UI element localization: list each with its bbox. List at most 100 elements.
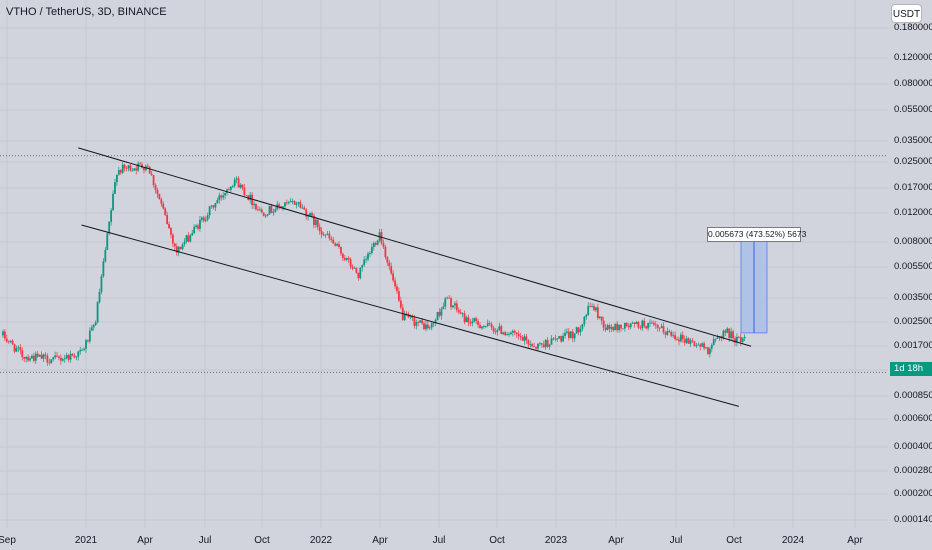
candle <box>683 335 686 346</box>
candle <box>125 166 128 172</box>
candle <box>13 343 16 354</box>
candle <box>222 192 225 200</box>
candle <box>133 168 136 171</box>
candle <box>36 350 39 358</box>
candle <box>216 197 219 204</box>
candle <box>357 272 360 281</box>
candle <box>137 161 140 173</box>
candle <box>463 310 466 325</box>
candle <box>92 323 95 331</box>
price-tick: 0.000400 <box>894 441 932 452</box>
candle <box>567 328 570 341</box>
candle <box>579 325 582 336</box>
candle <box>403 310 406 321</box>
price-tick: 0.005500 <box>894 261 932 272</box>
candle <box>558 335 561 339</box>
candle <box>135 165 138 175</box>
candle <box>116 174 118 186</box>
candle <box>229 186 232 193</box>
candle <box>591 303 593 308</box>
candle <box>415 319 418 330</box>
candle <box>32 352 35 363</box>
time-tick: 2023 <box>544 535 568 546</box>
candle <box>498 322 501 331</box>
candle <box>239 183 242 189</box>
candle <box>455 300 458 313</box>
candle <box>693 340 696 347</box>
candle <box>521 334 524 342</box>
candle <box>699 343 702 351</box>
candle <box>276 200 279 211</box>
candle <box>479 322 481 329</box>
candle <box>708 346 711 358</box>
candle <box>533 342 536 348</box>
candle <box>596 303 599 321</box>
candle <box>131 167 134 172</box>
candle <box>370 243 373 255</box>
currency-button[interactable]: USDT <box>891 4 922 23</box>
candle <box>726 327 729 334</box>
candle <box>102 258 105 278</box>
candle <box>187 231 190 243</box>
candle <box>452 305 454 309</box>
candle <box>104 247 107 263</box>
candle <box>268 205 271 215</box>
candle <box>674 331 677 341</box>
candle <box>662 322 665 335</box>
candle <box>106 231 109 251</box>
candle <box>482 324 485 329</box>
candle <box>664 330 667 339</box>
candle <box>737 335 740 339</box>
candle <box>349 257 352 270</box>
candle <box>42 353 45 363</box>
candle <box>233 177 236 188</box>
candle <box>25 356 28 363</box>
candle <box>200 216 203 223</box>
candle <box>69 350 72 363</box>
candle <box>598 316 601 320</box>
candle <box>386 256 389 266</box>
candle <box>519 332 522 341</box>
candle <box>166 211 169 225</box>
price-tick: 0.001700 <box>894 340 932 351</box>
candle <box>361 264 364 272</box>
candle <box>600 316 603 325</box>
candle <box>58 355 60 361</box>
candle <box>313 213 315 229</box>
candle <box>50 359 53 365</box>
candle <box>181 242 184 251</box>
candle <box>506 331 508 336</box>
price-range-measure[interactable] <box>740 233 768 334</box>
candle <box>46 353 49 366</box>
candle <box>156 187 159 198</box>
candle <box>571 328 574 342</box>
candle <box>291 198 294 205</box>
candle <box>446 296 449 300</box>
candle <box>428 325 431 330</box>
candle <box>274 207 277 213</box>
candle <box>77 350 80 361</box>
trendlines[interactable] <box>78 147 752 407</box>
candle <box>552 337 555 341</box>
candle <box>168 221 170 229</box>
price-tick: 0.055000 <box>894 104 932 115</box>
time-tick: Apr <box>137 535 153 546</box>
candle <box>363 256 366 267</box>
candle <box>681 331 684 343</box>
candle <box>454 301 456 310</box>
candle <box>353 266 356 269</box>
candle <box>500 324 503 335</box>
candle <box>330 235 333 243</box>
candle <box>264 213 267 219</box>
candle <box>177 245 180 257</box>
candle <box>388 259 391 271</box>
candle <box>324 234 327 239</box>
candle <box>81 348 84 351</box>
candle <box>241 184 244 191</box>
candle <box>23 356 26 362</box>
candle <box>475 316 478 325</box>
candle <box>9 340 12 344</box>
candle <box>736 333 738 347</box>
